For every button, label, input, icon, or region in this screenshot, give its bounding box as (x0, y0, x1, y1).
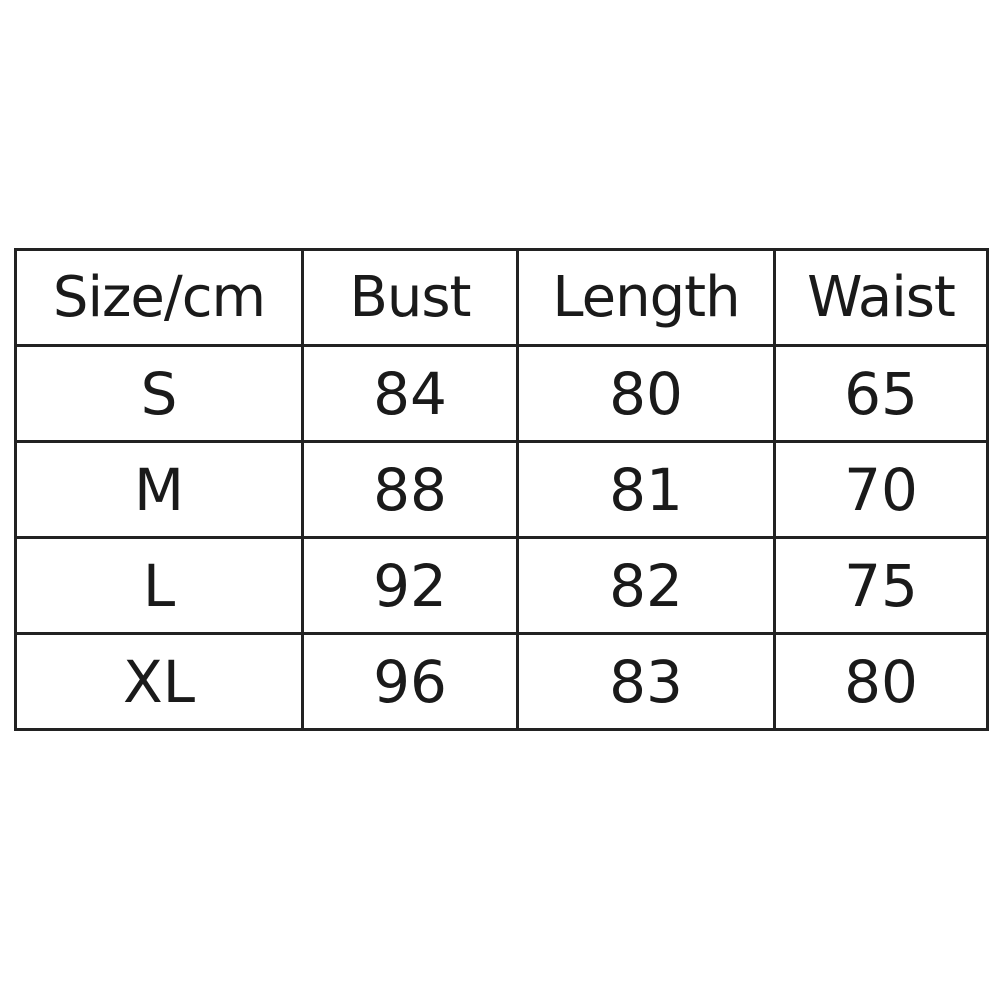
cell-waist: 75 (773, 536, 989, 635)
cell-size: S (14, 344, 304, 443)
table-row: M 88 81 70 (14, 440, 989, 539)
table-row: L 92 82 75 (14, 536, 989, 635)
cell-bust: 92 (301, 536, 519, 635)
header-length: Length (516, 248, 776, 347)
cell-length: 82 (516, 536, 776, 635)
cell-waist: 70 (773, 440, 989, 539)
table-row: S 84 80 65 (14, 344, 989, 443)
cell-length: 80 (516, 344, 776, 443)
cell-size: L (14, 536, 304, 635)
cell-length: 81 (516, 440, 776, 539)
cell-bust: 84 (301, 344, 519, 443)
header-bust: Bust (301, 248, 519, 347)
size-chart-table: Size/cm Bust Length Waist S 84 80 65 M 8… (14, 248, 989, 731)
cell-length: 83 (516, 632, 776, 731)
header-waist: Waist (773, 248, 989, 347)
cell-waist: 65 (773, 344, 989, 443)
table-row: XL 96 83 80 (14, 632, 989, 731)
cell-bust: 88 (301, 440, 519, 539)
cell-waist: 80 (773, 632, 989, 731)
cell-size: M (14, 440, 304, 539)
header-row: Size/cm Bust Length Waist (14, 248, 989, 347)
cell-size: XL (14, 632, 304, 731)
header-size: Size/cm (14, 248, 304, 347)
cell-bust: 96 (301, 632, 519, 731)
